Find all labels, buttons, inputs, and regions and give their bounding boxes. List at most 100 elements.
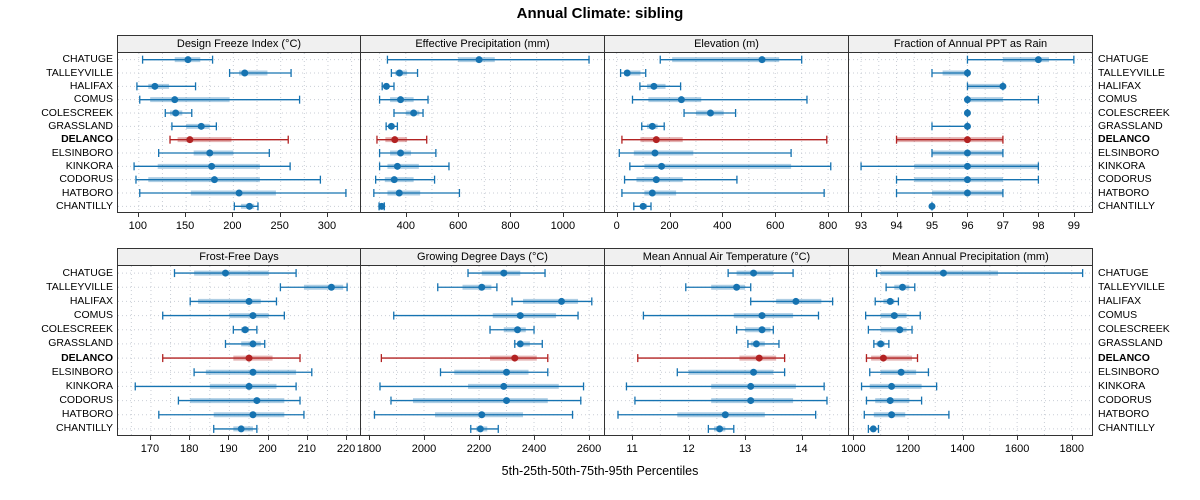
median-dot [648,189,656,197]
x-tick-label: 180 [179,443,199,455]
x-tick-label: 800 [818,220,838,232]
x-tick-label: 1800 [356,443,382,455]
x-tick-mark [185,213,187,217]
percentile-row [863,410,950,419]
percentile-row [376,135,428,144]
x-tick-label: 12 [682,443,695,455]
median-dot [235,189,243,197]
median-dot [963,96,971,104]
percentile-row [439,368,549,377]
median-dot [651,149,659,157]
percentile-row [134,382,297,391]
x-tick-label: 2200 [466,443,492,455]
median-dot [758,312,766,320]
percentile-row [173,269,297,278]
median-dot [652,136,660,144]
percentile-row [379,382,585,391]
x-tick-mark [405,213,407,217]
percentile-row [659,55,803,64]
plot-panel [848,266,1093,436]
median-dot [755,354,763,362]
percentile-row [683,109,737,117]
percentile-row [750,297,834,306]
median-dot [397,149,405,157]
median-dot [758,326,766,334]
x-tick-label: 1400 [950,443,975,455]
plot-panel-canvas [118,53,362,213]
percentile-row [928,202,936,211]
percentile-row [639,82,682,91]
median-dot [210,176,218,184]
percentile-row [437,283,498,292]
percentile-row [747,339,780,348]
percentile-row [224,339,266,348]
x-tick-label: 0 [613,220,620,232]
percentile-row [869,368,930,377]
percentile-row [631,95,808,104]
x-tick-label: 14 [795,443,808,455]
median-dot [172,109,180,117]
x-tick-label: 97 [996,220,1010,232]
median-dot [750,269,758,277]
site-label-right: HALIFAX [1098,79,1142,92]
site-label-left: CHATUGE [62,53,113,66]
x-tick-mark [775,213,777,217]
plot-panel-canvas [605,53,849,213]
site-label-left: HATBORO [61,186,113,199]
axis-caption: 5th-25th-50th-75th-95th Percentiles [501,464,699,478]
median-dot [792,297,800,305]
median-dot [747,397,755,405]
site-label-right: DELANCO [1098,351,1150,364]
median-dot [963,136,971,144]
site-label-right: COLESCREEK [1098,106,1170,119]
median-dot [237,425,245,433]
percentile-row [931,149,1004,157]
percentile-row [873,339,890,348]
median-dot [877,340,885,348]
site-label-right: KINKORA [1098,159,1146,172]
plot-panel-canvas [118,266,362,436]
percentile-row [864,311,921,320]
percentile-row [139,95,301,104]
x-tick-mark [423,436,425,440]
site-label-right: KINKORA [1098,379,1146,392]
x-tick-mark [267,436,269,440]
x-tick-mark [1038,213,1040,217]
percentile-row [860,382,938,391]
plot-panel [848,53,1093,213]
percentile-row [378,202,386,211]
median-dot [721,411,729,419]
site-label-left: ELSINBORO [51,146,113,159]
median-dot [151,82,159,90]
percentile-row [621,189,825,197]
site-label-left: CODORUS [59,173,113,186]
x-tick-label: 190 [219,443,238,455]
x-tick-mark [1002,213,1004,217]
median-dot [752,340,760,348]
percentile-row [373,189,461,197]
median-dot [652,176,660,184]
x-tick-label: 98 [1032,220,1045,232]
percentile-row [895,135,1004,144]
percentile-row [158,410,305,419]
percentile-row [629,162,832,171]
median-dot [650,82,658,90]
median-dot [249,340,257,348]
percentile-row [727,269,794,278]
site-label-left: HATBORO [61,408,113,421]
percentile-row [378,95,429,104]
panel-strip-title: Growing Degree Days (°C) [417,251,548,263]
x-tick-label: 250 [270,220,289,232]
median-dot [241,326,249,334]
median-dot [197,122,205,130]
plot-panel-canvas [849,266,1093,436]
site-label-right: HALIFAX [1098,294,1142,307]
percentile-row [378,162,450,171]
x-tick-mark [589,436,591,440]
site-label-right: TALLEYVILLE [1098,280,1165,293]
median-dot [750,368,758,376]
percentile-row [618,149,792,157]
percentile-row [193,368,313,377]
plot-panel [117,53,362,213]
